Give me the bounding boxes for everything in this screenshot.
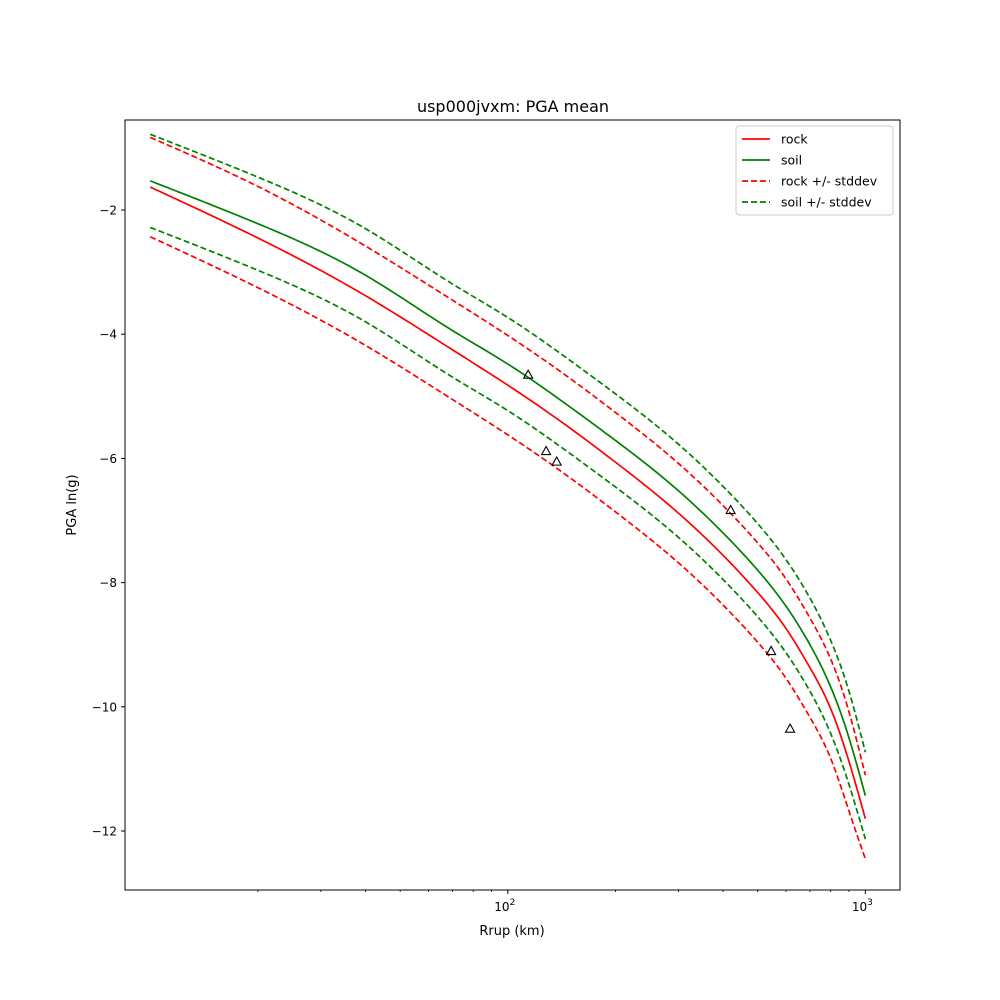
series-line-lower-band-5	[149, 226, 867, 840]
legend: rock soil rock +/- stddev soil +/- stddev	[735, 125, 894, 216]
legend-label: rock	[781, 132, 808, 147]
series-line-soil-stddev-4	[149, 133, 867, 753]
x-axis-label: Rrup (km)	[479, 924, 544, 939]
observation-marker	[540, 445, 552, 456]
series-line-rock-stddev-2	[149, 136, 867, 776]
observation-marker	[725, 504, 737, 515]
legend-label: soil +/- stddev	[781, 195, 872, 210]
y-tick-label: −6	[99, 452, 117, 466]
lines-layer	[149, 133, 867, 860]
series-line-rock-0	[149, 186, 867, 819]
chart-title: usp000jvxm: PGA mean	[417, 97, 609, 116]
observation-marker	[784, 722, 796, 733]
observation-marker	[551, 455, 563, 466]
y-tick-label: −12	[92, 825, 117, 839]
legend-box	[735, 125, 894, 216]
legend-label: rock +/- stddev	[781, 174, 878, 189]
y-tick-label: −8	[99, 576, 117, 590]
y-tick-label: −10	[92, 700, 117, 714]
plot-frame	[124, 119, 901, 891]
y-tick-label: −4	[99, 328, 117, 342]
legend-label: soil	[781, 153, 802, 168]
observation-marker	[522, 368, 534, 379]
y-axis-label: PGA ln(g)	[65, 474, 80, 535]
observation-marker	[765, 645, 777, 656]
markers-layer	[522, 368, 796, 733]
y-axis: −2 −4 −6 −8 −10 −12	[92, 204, 125, 839]
y-tick-label: −2	[99, 204, 117, 218]
series-line-soil-1	[149, 180, 867, 796]
series-line-lower-band-3	[149, 235, 867, 860]
